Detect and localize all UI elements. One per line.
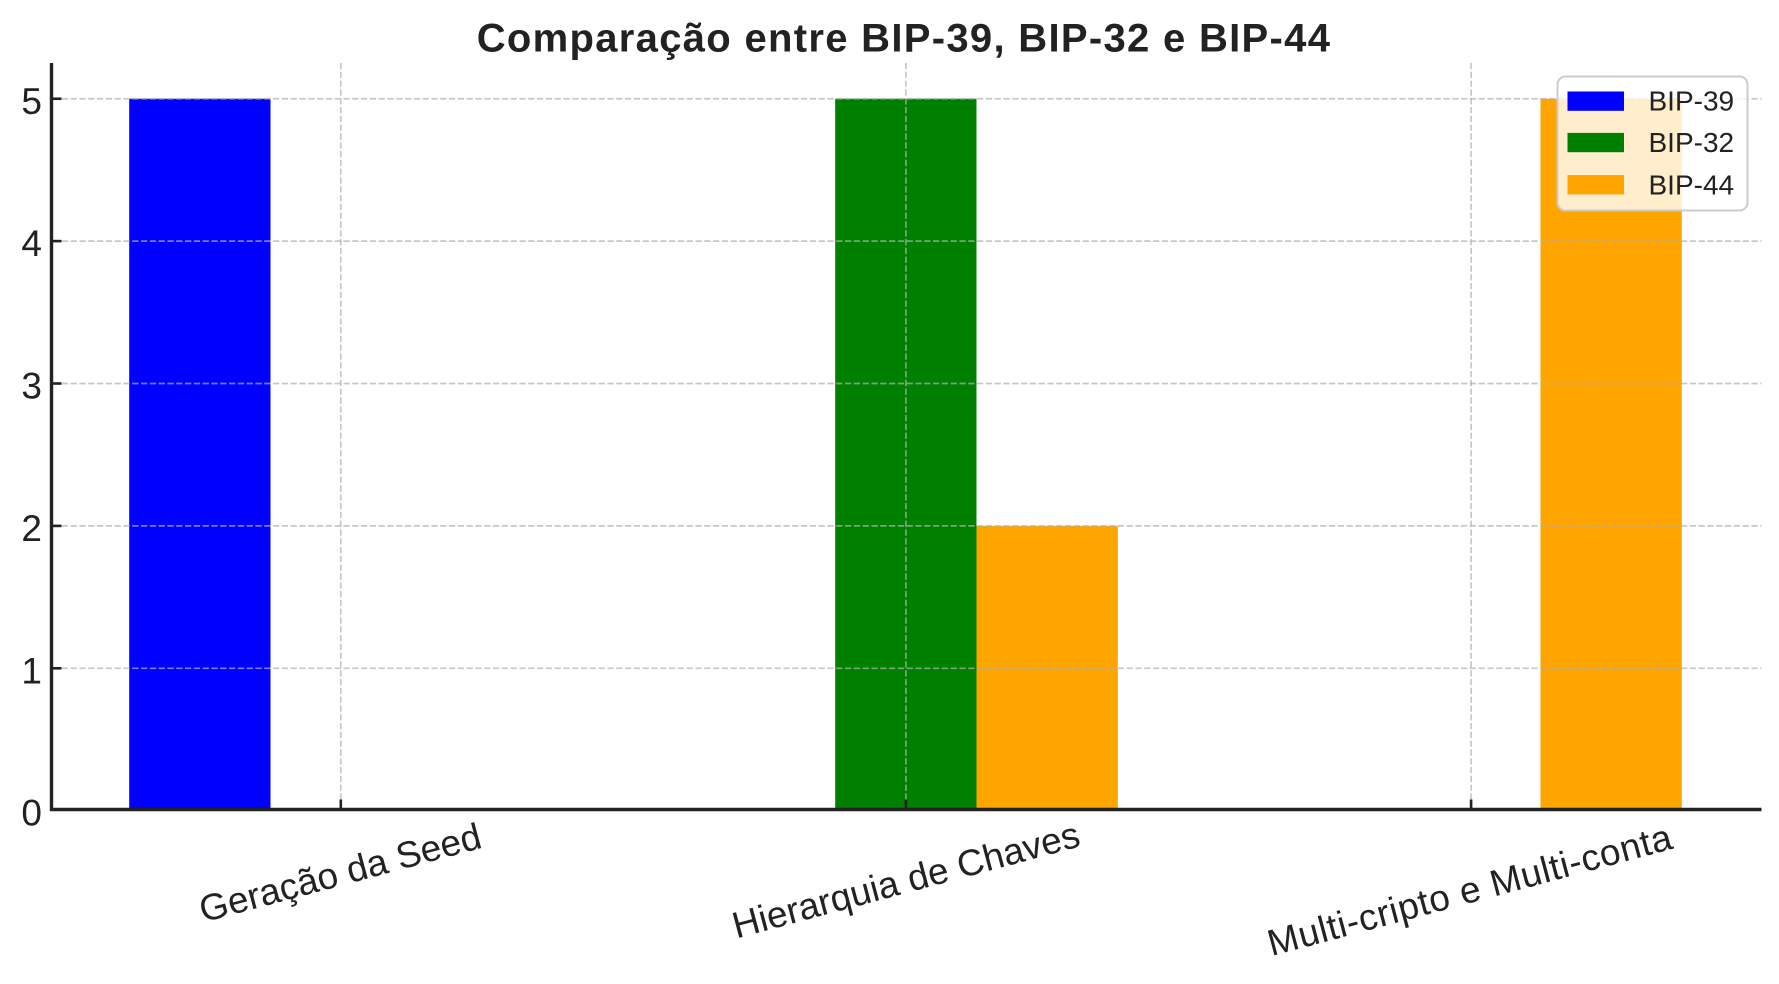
svg-text:0: 0: [21, 793, 42, 834]
svg-text:BIP-44: BIP-44: [1649, 169, 1735, 200]
svg-text:BIP-32: BIP-32: [1649, 127, 1735, 158]
svg-text:4: 4: [21, 223, 42, 264]
svg-text:BIP-39: BIP-39: [1649, 86, 1735, 117]
svg-text:1: 1: [21, 650, 42, 691]
svg-text:Comparação entre BIP-39, BIP-3: Comparação entre BIP-39, BIP-32 e BIP-44: [477, 17, 1332, 61]
svg-text:2: 2: [21, 508, 42, 549]
svg-text:3: 3: [21, 366, 42, 407]
svg-text:5: 5: [21, 81, 42, 122]
